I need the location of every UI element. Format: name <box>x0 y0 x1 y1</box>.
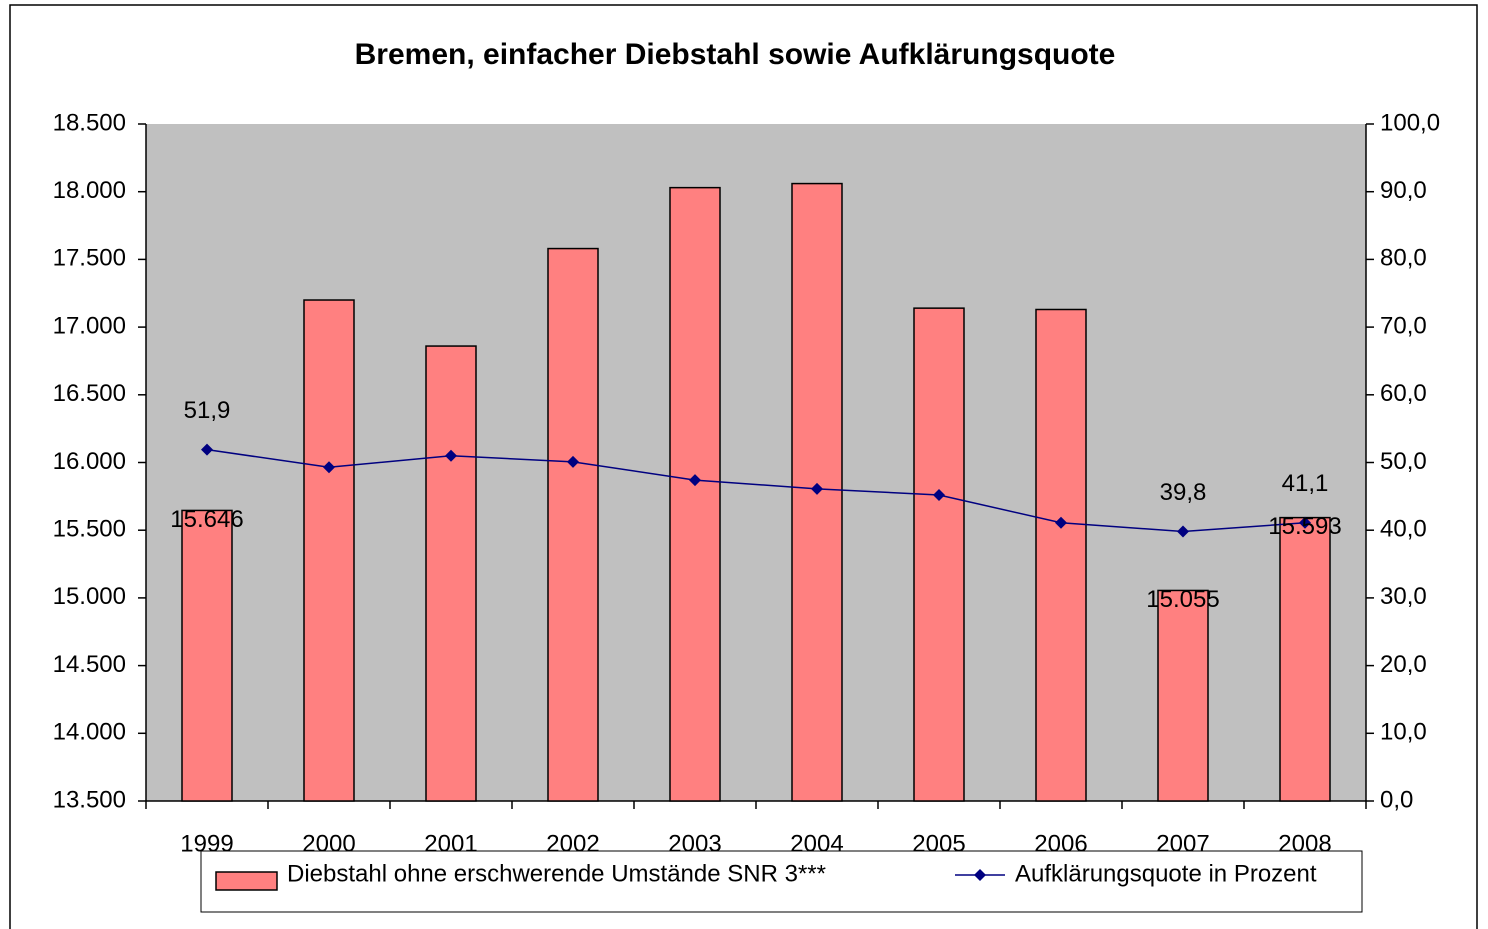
x-tick-label: 2002 <box>546 830 599 857</box>
legend-swatch <box>215 871 278 891</box>
data-label: 51,9 <box>184 397 231 424</box>
y-tick-label: 15.500 <box>53 516 126 543</box>
bar <box>425 345 477 802</box>
y2-tick-label: 90,0 <box>1380 177 1427 204</box>
y-tick-label: 18.000 <box>53 177 126 204</box>
y2-tick-label: 10,0 <box>1380 719 1427 746</box>
x-tick-label: 2006 <box>1034 830 1087 857</box>
marker <box>1299 516 1311 529</box>
legend-label: Aufklärungsquote in Prozent <box>1015 860 1317 887</box>
y-tick-label: 16.000 <box>53 448 126 475</box>
y2-tick-label: 40,0 <box>1380 516 1427 543</box>
data-label: 39,8 <box>1160 479 1207 506</box>
marker <box>1177 525 1189 538</box>
line <box>206 448 1306 533</box>
x-tick-label: 2007 <box>1156 830 1209 857</box>
bar <box>1157 589 1209 802</box>
y2-tick-label: 70,0 <box>1380 312 1427 339</box>
marker <box>689 474 701 487</box>
x-tick-label: 2005 <box>912 830 965 857</box>
y2-tick-label: 20,0 <box>1380 651 1427 678</box>
marker <box>445 449 457 462</box>
legend-box <box>200 850 1363 913</box>
y2-tick-label: 30,0 <box>1380 583 1427 610</box>
marker <box>933 488 945 501</box>
bar <box>181 509 233 802</box>
y-tick-label: 13.500 <box>53 786 126 813</box>
y-tick-label: 15.000 <box>53 583 126 610</box>
x-tick-label: 2000 <box>302 830 355 857</box>
y2-tick-label: 80,0 <box>1380 245 1427 272</box>
y2-tick-label: 100,0 <box>1380 109 1440 136</box>
bar <box>547 247 599 802</box>
y-tick-label: 14.000 <box>53 719 126 746</box>
marker <box>811 482 823 495</box>
x-tick-label: 2003 <box>668 830 721 857</box>
y2-tick-label: 0,0 <box>1380 786 1413 813</box>
y-tick-label: 14.500 <box>53 651 126 678</box>
data-label: 15.646 <box>170 506 243 533</box>
marker <box>1055 516 1067 529</box>
bar <box>913 307 965 802</box>
x-tick-label: 2004 <box>790 830 843 857</box>
marker <box>323 461 335 474</box>
x-tick-label: 2008 <box>1278 830 1331 857</box>
marker <box>567 455 579 468</box>
y-tick-label: 16.500 <box>53 380 126 407</box>
y-tick-label: 17.000 <box>53 312 126 339</box>
marker <box>201 443 213 456</box>
legend-label: Diebstahl ohne erschwerende Umstände SNR… <box>287 860 826 887</box>
y-tick-label: 17.500 <box>53 245 126 272</box>
data-label: 15.055 <box>1146 586 1219 613</box>
bar <box>1279 516 1331 802</box>
chart-title: Bremen, einfacher Diebstahl sowie Aufklä… <box>355 38 1116 71</box>
x-tick-label: 2001 <box>424 830 477 857</box>
data-label: 41,1 <box>1282 470 1329 497</box>
bar <box>669 186 721 802</box>
y2-tick-label: 60,0 <box>1380 380 1427 407</box>
y-tick-label: 18.500 <box>53 109 126 136</box>
legend-marker <box>974 869 986 881</box>
bar <box>1035 308 1087 802</box>
bar <box>303 299 355 802</box>
x-tick-label: 1999 <box>180 830 233 857</box>
y2-tick-label: 50,0 <box>1380 448 1427 475</box>
data-label: 15.593 <box>1268 513 1341 540</box>
bar <box>791 182 843 802</box>
